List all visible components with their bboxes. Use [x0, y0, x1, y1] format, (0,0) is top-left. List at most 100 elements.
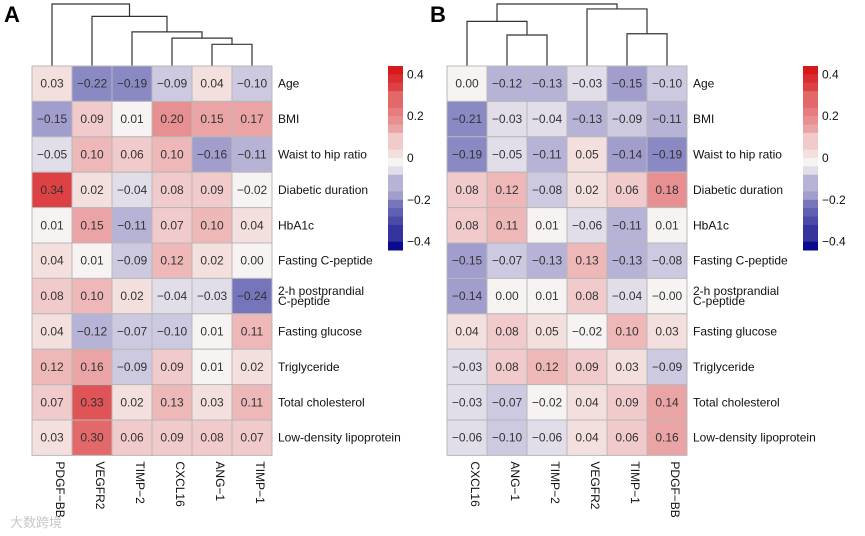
cell-value-label: 0.13	[160, 395, 184, 409]
legend-swatch	[803, 199, 818, 209]
cell-value-label: 0.15	[200, 112, 224, 126]
heatmap-cell	[566, 65, 608, 102]
column-label: PDGF−BB	[668, 461, 682, 517]
heatmap-cell	[526, 384, 568, 421]
cell-value-label: 0.18	[655, 183, 679, 197]
cell-value-label: 0.02	[80, 183, 104, 197]
legend-swatch	[803, 224, 818, 234]
dendrogram-branch	[496, 3, 618, 22]
heatmap-cell	[486, 419, 528, 456]
panel-a: A 0.03 −0.22 −0.19 −0.09 0.04 −0.10 Age −0.15 0.0…	[4, 2, 431, 518]
heatmap-cell	[646, 348, 688, 386]
heatmap-cell	[231, 242, 273, 279]
heatmap-cell	[191, 348, 233, 386]
heatmap-cell	[446, 384, 488, 421]
row-label: Fasting C-peptide	[693, 254, 788, 268]
row-label: 2-h postprandial C-peptide	[693, 284, 779, 308]
cell-value-label: 0.11	[496, 218, 519, 232]
cell-value-label: −0.22	[77, 77, 108, 91]
legend-swatch	[803, 183, 818, 192]
dendrogram-branch	[91, 15, 168, 66]
heatmap-cell	[151, 171, 193, 209]
column-label: TIMP−1	[253, 461, 267, 504]
cell-value-label: 0.20	[160, 112, 184, 126]
dendrogram-branch	[626, 33, 668, 66]
cell-value-label: −0.06	[572, 218, 603, 232]
legend-swatch	[803, 107, 818, 117]
heatmap-cell	[566, 136, 608, 173]
legend-swatch	[388, 116, 403, 126]
cell-value-label: 0.09	[615, 395, 639, 409]
cell-value-label: 0.07	[160, 218, 184, 232]
panel-b: B 0.00 −0.12 −0.13 −0.03 −0.15 −0.10 Age −0.21 −0…	[430, 2, 846, 518]
cell-value-label: −0.11	[652, 112, 682, 126]
cell-value-label: −0.09	[652, 360, 683, 374]
heatmap-cell	[486, 100, 528, 138]
heatmap-cell	[486, 65, 528, 102]
legend-tick-label: 0.2	[407, 109, 424, 123]
cell-value-label: −0.05	[37, 148, 68, 162]
row-label: Diabetic duration	[693, 183, 783, 197]
legend-swatch	[388, 241, 403, 251]
legend-tick-label: 0	[822, 151, 829, 165]
heatmap-cell	[566, 313, 608, 350]
heatmap-cell	[191, 171, 233, 209]
heatmap-cell	[446, 348, 488, 386]
column-label: CXCL16	[468, 461, 482, 507]
dendrogram-branch	[466, 20, 528, 66]
heatmap-cell	[526, 171, 568, 209]
cell-value-label: −0.12	[77, 325, 108, 339]
cell-value-label: 0.02	[120, 289, 144, 303]
cell-value-label: 0.12	[535, 360, 559, 374]
heatmap-cell	[606, 348, 648, 386]
legend-tick-label: −0.2	[407, 193, 431, 207]
legend-tick-label: −0.4	[822, 235, 846, 249]
cell-value-label: −0.09	[117, 360, 148, 374]
legend-swatch	[388, 216, 403, 226]
legend-swatch	[803, 124, 818, 134]
legend-swatch	[803, 132, 818, 142]
cell-value-label: 0.16	[655, 431, 679, 445]
heatmap-cell	[111, 207, 153, 244]
cell-value-label: −0.06	[452, 431, 483, 445]
heatmap-cell	[71, 171, 113, 209]
heatmap-cell	[151, 136, 193, 173]
cell-value-label: −0.07	[492, 254, 523, 268]
heatmap-cell	[191, 207, 233, 244]
cell-value-label: −0.11	[532, 148, 562, 162]
cell-value-label: −0.02	[572, 325, 603, 339]
heatmap-cell	[151, 100, 193, 138]
cell-value-label: −0.15	[37, 112, 68, 126]
cell-value-label: 0.09	[575, 360, 599, 374]
heatmap-cell	[111, 313, 153, 350]
cell-value-label: 0.03	[655, 325, 679, 339]
cell-value-label: 0.01	[200, 360, 224, 374]
cell-value-label: 0.02	[575, 183, 599, 197]
legend-swatch	[388, 99, 403, 109]
legend-tick-label: 0.2	[822, 109, 839, 123]
cell-value-label: 0.09	[80, 112, 104, 126]
legend-swatch	[803, 233, 818, 243]
cell-value-label: 0.09	[200, 183, 224, 197]
cell-value-label: −0.03	[452, 395, 483, 409]
legend-swatch	[388, 91, 403, 100]
heatmap-cell	[606, 100, 648, 138]
dendrogram-branch	[211, 43, 253, 66]
heatmap-cell	[646, 65, 688, 102]
legend-swatch	[803, 241, 818, 251]
row-label: BMI	[693, 112, 714, 126]
heatmap-cell	[526, 65, 568, 102]
cell-value-label: −0.07	[492, 395, 523, 409]
heatmap-cell	[646, 419, 688, 456]
cell-value-label: −0.14	[452, 289, 483, 303]
heatmap-cell	[31, 277, 73, 315]
heatmap-cell	[566, 171, 608, 209]
legend-swatch	[388, 141, 403, 151]
cell-value-label: −0.09	[117, 254, 148, 268]
cell-value-label: 0.02	[120, 395, 144, 409]
cell-value-label: 0.01	[535, 289, 559, 303]
cell-value-label: −0.11	[237, 148, 267, 162]
heatmap-cell	[606, 136, 648, 173]
cell-value-label: 0.06	[120, 431, 144, 445]
row-label: Low-density lipoprotein	[693, 431, 816, 445]
